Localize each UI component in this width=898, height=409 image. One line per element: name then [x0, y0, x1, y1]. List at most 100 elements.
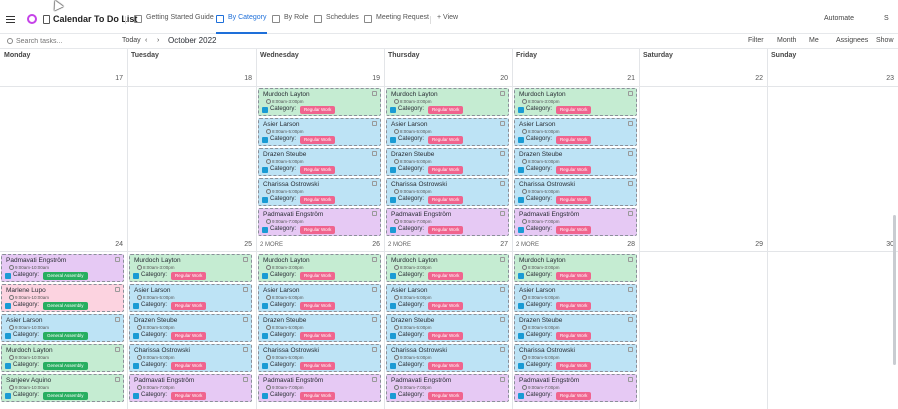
- open-task-icon[interactable]: [500, 211, 505, 216]
- add-view-button[interactable]: + View: [437, 14, 458, 34]
- space-icon[interactable]: [27, 14, 37, 24]
- tab-meeting-request[interactable]: Meeting Request: [364, 14, 429, 34]
- assignees-button[interactable]: Assignees: [836, 37, 869, 44]
- event-card[interactable]: Charissa Ostrowski 9:00am-5:00pm Category:…: [386, 178, 509, 206]
- open-task-icon[interactable]: [372, 377, 377, 382]
- event-card[interactable]: Charissa Ostrowski 9:00am-5:00pm Category:…: [514, 178, 637, 206]
- open-task-icon[interactable]: [628, 347, 633, 352]
- open-task-icon[interactable]: [372, 151, 377, 156]
- event-card[interactable]: Charissa Ostrowski 9:00am-5:00pm Category:…: [514, 344, 637, 372]
- open-task-icon[interactable]: [115, 317, 120, 322]
- event-card[interactable]: Murdoch Layton 8:00am-3:00pm Category: Regu…: [514, 254, 637, 282]
- open-task-icon[interactable]: [115, 377, 120, 382]
- open-task-icon[interactable]: [500, 377, 505, 382]
- event-card[interactable]: Asier Larson 8:00am-5:00pm Category: Regula…: [129, 284, 252, 312]
- list-title[interactable]: Calendar To Do List: [53, 14, 138, 24]
- menu-icon[interactable]: [6, 16, 15, 23]
- event-card[interactable]: Drazen Steube 8:00am-5:00pm Category: Regul…: [386, 148, 509, 176]
- more-events-link[interactable]: 2 MORE: [260, 242, 284, 248]
- category-badge[interactable]: Regular Work: [300, 302, 336, 310]
- event-card[interactable]: Drazen Steube 8:00am-5:00pm Category: Regul…: [258, 148, 381, 176]
- category-badge[interactable]: Regular Work: [300, 332, 336, 340]
- event-card[interactable]: Padmavati Engström 9:00am-7:00pm Category:…: [129, 374, 252, 402]
- open-task-icon[interactable]: [372, 287, 377, 292]
- category-badge[interactable]: Regular Work: [428, 196, 464, 204]
- event-card[interactable]: Padmavati Engström 9:00am-7:00pm Category:…: [386, 374, 509, 402]
- event-card[interactable]: Padmavati Engström 9:00am-10:00am Category…: [1, 254, 124, 282]
- open-task-icon[interactable]: [372, 317, 377, 322]
- event-card[interactable]: Asier Larson 8:00am-5:00pm Category: Regula…: [514, 284, 637, 312]
- scrollbar[interactable]: [893, 215, 896, 365]
- category-badge[interactable]: Regular Work: [428, 392, 464, 400]
- category-badge[interactable]: Regular Work: [300, 392, 336, 400]
- tab-by-role[interactable]: By Role: [272, 14, 309, 34]
- tab-getting-started-guide[interactable]: Getting Started Guide: [134, 14, 214, 34]
- share-button[interactable]: S: [884, 15, 889, 22]
- event-card[interactable]: Murdoch Layton 9:00am-10:00am Category: Gen…: [1, 344, 124, 372]
- event-card[interactable]: Padmavati Engström 9:00am-7:00pm Category:…: [258, 374, 381, 402]
- open-task-icon[interactable]: [628, 257, 633, 262]
- open-task-icon[interactable]: [243, 347, 248, 352]
- category-badge[interactable]: General Assembly: [43, 302, 88, 310]
- open-task-icon[interactable]: [372, 347, 377, 352]
- open-task-icon[interactable]: [372, 91, 377, 96]
- category-badge[interactable]: Regular Work: [556, 332, 592, 340]
- category-badge[interactable]: General Assembly: [43, 272, 88, 280]
- category-badge[interactable]: Regular Work: [556, 196, 592, 204]
- more-events-link[interactable]: 2 MORE: [516, 242, 540, 248]
- event-card[interactable]: Asier Larson 8:00am-5:00pm Category: Regula…: [258, 284, 381, 312]
- show-button[interactable]: Show: [876, 37, 894, 44]
- open-task-icon[interactable]: [628, 181, 633, 186]
- event-card[interactable]: Charissa Ostrowski 9:00am-5:00pm Category:…: [129, 344, 252, 372]
- category-badge[interactable]: Regular Work: [556, 106, 592, 114]
- tab-schedules[interactable]: Schedules: [314, 14, 359, 34]
- search-input[interactable]: [16, 36, 106, 47]
- me-button[interactable]: Me: [809, 37, 819, 44]
- open-task-icon[interactable]: [500, 181, 505, 186]
- category-badge[interactable]: Regular Work: [556, 166, 592, 174]
- open-task-icon[interactable]: [628, 377, 633, 382]
- category-badge[interactable]: Regular Work: [171, 302, 207, 310]
- open-task-icon[interactable]: [628, 211, 633, 216]
- event-card[interactable]: Murdoch Layton 8:00am-3:00pm Category: Regu…: [258, 88, 381, 116]
- open-task-icon[interactable]: [500, 91, 505, 96]
- open-task-icon[interactable]: [243, 317, 248, 322]
- event-card[interactable]: Padmavati Engström 9:00am-7:00pm Category:…: [514, 374, 637, 402]
- open-task-icon[interactable]: [243, 287, 248, 292]
- category-badge[interactable]: Regular Work: [428, 136, 464, 144]
- category-badge[interactable]: Regular Work: [556, 136, 592, 144]
- open-task-icon[interactable]: [243, 257, 248, 262]
- category-badge[interactable]: Regular Work: [428, 302, 464, 310]
- open-task-icon[interactable]: [372, 257, 377, 262]
- category-badge[interactable]: Regular Work: [428, 166, 464, 174]
- event-card[interactable]: Drazen Steube 8:00am-5:00pm Category: Regul…: [129, 314, 252, 342]
- chevron-left-icon[interactable]: ‹: [145, 37, 148, 44]
- event-card[interactable]: Charissa Ostrowski 9:00am-5:00pm Category:…: [386, 344, 509, 372]
- category-badge[interactable]: Regular Work: [428, 226, 464, 234]
- category-badge[interactable]: Regular Work: [428, 106, 464, 114]
- event-card[interactable]: Murdoch Layton 8:00am-3:00pm Category: Regu…: [129, 254, 252, 282]
- category-badge[interactable]: Regular Work: [171, 272, 207, 280]
- open-task-icon[interactable]: [628, 317, 633, 322]
- tab-by-category[interactable]: By Category: [216, 14, 267, 34]
- category-badge[interactable]: Regular Work: [428, 362, 464, 370]
- today-button[interactable]: Today: [122, 37, 141, 44]
- category-badge[interactable]: Regular Work: [171, 362, 207, 370]
- filter-button[interactable]: Filter: [748, 37, 764, 44]
- category-badge[interactable]: Regular Work: [300, 136, 336, 144]
- category-badge[interactable]: General Assembly: [43, 392, 88, 400]
- event-card[interactable]: Padmavati Engström 9:00am-7:00pm Category:…: [514, 208, 637, 236]
- event-card[interactable]: Marlene Lupo 9:00am-10:00am Category: Gener…: [1, 284, 124, 312]
- event-card[interactable]: Asier Larson 8:00am-5:00pm Category: Regula…: [258, 118, 381, 146]
- category-badge[interactable]: Regular Work: [300, 362, 336, 370]
- event-card[interactable]: Padmavati Engström 9:00am-7:00pm Category:…: [258, 208, 381, 236]
- open-task-icon[interactable]: [243, 377, 248, 382]
- event-card[interactable]: Drazen Steube 8:00am-5:00pm Category: Regul…: [258, 314, 381, 342]
- open-task-icon[interactable]: [372, 121, 377, 126]
- more-events-link[interactable]: 2 MORE: [388, 242, 412, 248]
- open-task-icon[interactable]: [500, 151, 505, 156]
- open-task-icon[interactable]: [500, 317, 505, 322]
- event-card[interactable]: Murdoch Layton 8:00am-3:00pm Category: Regu…: [386, 88, 509, 116]
- open-task-icon[interactable]: [628, 121, 633, 126]
- open-task-icon[interactable]: [500, 257, 505, 262]
